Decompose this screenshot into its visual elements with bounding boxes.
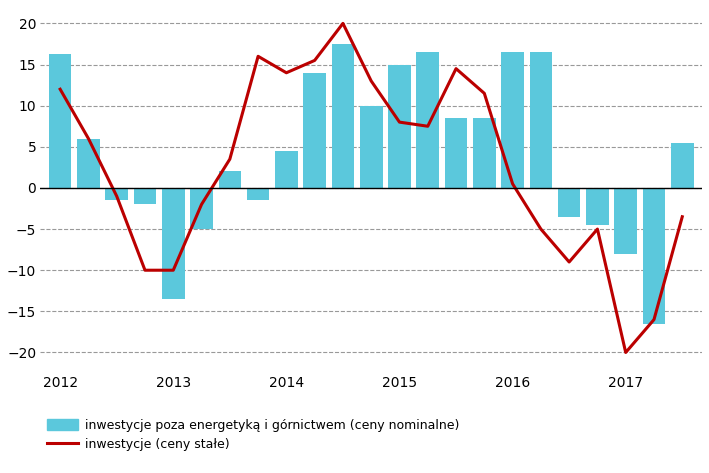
- Bar: [671, 143, 693, 188]
- Bar: [586, 188, 609, 225]
- Bar: [49, 54, 72, 188]
- Bar: [642, 188, 665, 324]
- Bar: [416, 52, 439, 188]
- Bar: [134, 188, 156, 204]
- Bar: [303, 73, 326, 188]
- Bar: [106, 188, 128, 200]
- Bar: [275, 151, 298, 188]
- Bar: [247, 188, 269, 200]
- Bar: [218, 172, 241, 188]
- Legend: inwestycje poza energetyką i górnictwem (ceny nominalne), inwestycje (ceny stałe: inwestycje poza energetyką i górnictwem …: [47, 419, 459, 451]
- Bar: [332, 44, 354, 188]
- Bar: [445, 118, 467, 188]
- Bar: [360, 105, 383, 188]
- Bar: [162, 188, 184, 299]
- Bar: [77, 139, 100, 188]
- Bar: [388, 64, 411, 188]
- Bar: [501, 52, 524, 188]
- Bar: [558, 188, 581, 217]
- Bar: [473, 118, 496, 188]
- Bar: [530, 52, 552, 188]
- Bar: [615, 188, 637, 254]
- Bar: [190, 188, 213, 229]
